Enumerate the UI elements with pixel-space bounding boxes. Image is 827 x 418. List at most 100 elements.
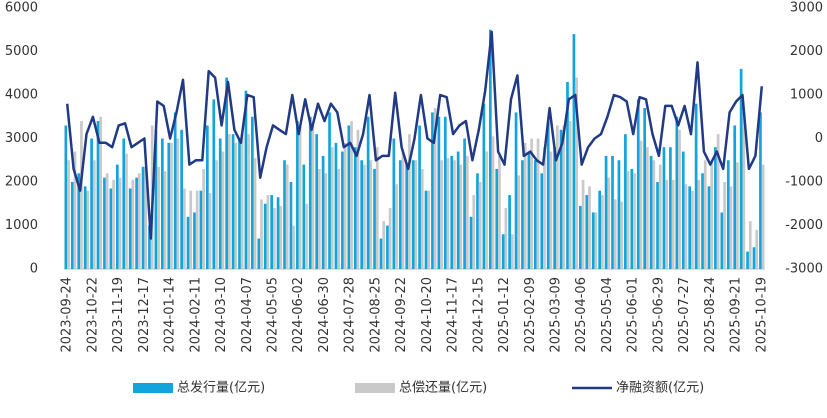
bar bbox=[720, 212, 724, 269]
bar bbox=[86, 190, 90, 269]
bar bbox=[739, 68, 743, 270]
bar bbox=[626, 171, 630, 269]
bar bbox=[624, 134, 627, 269]
bar bbox=[157, 166, 160, 269]
bar bbox=[212, 99, 216, 269]
net-line bbox=[65, 30, 764, 240]
bar bbox=[170, 142, 173, 269]
x-tick-label: 2025-04-06 bbox=[574, 277, 589, 353]
bar bbox=[375, 147, 379, 269]
bar bbox=[360, 160, 364, 269]
x-tick-label: 2025-02-09 bbox=[523, 277, 538, 353]
bar bbox=[675, 116, 679, 269]
bar bbox=[736, 162, 739, 269]
x-tick-label: 2024-10-20 bbox=[420, 277, 435, 353]
bar bbox=[729, 186, 733, 269]
bar bbox=[639, 140, 643, 269]
bar bbox=[334, 142, 338, 269]
bar bbox=[350, 121, 353, 269]
bar bbox=[305, 203, 308, 269]
bar bbox=[182, 188, 186, 269]
bar bbox=[208, 192, 212, 269]
bar bbox=[748, 221, 752, 269]
legend-marker bbox=[355, 383, 395, 393]
bar bbox=[257, 238, 261, 269]
bar bbox=[568, 121, 572, 269]
bar bbox=[105, 173, 109, 269]
bar bbox=[315, 134, 319, 269]
bar bbox=[536, 138, 540, 269]
bar bbox=[636, 99, 640, 269]
bar bbox=[652, 160, 656, 269]
bar bbox=[691, 190, 694, 269]
x-tick-label: 2025-01-12 bbox=[497, 277, 512, 353]
x-tick-label: 2025-09-21 bbox=[729, 277, 744, 353]
bar bbox=[478, 182, 482, 269]
bar bbox=[543, 147, 546, 269]
y-tick-label: 3000 bbox=[5, 131, 38, 146]
bar bbox=[459, 164, 463, 269]
bar bbox=[575, 77, 578, 269]
bar bbox=[716, 134, 720, 269]
bar bbox=[463, 138, 466, 269]
bar bbox=[73, 151, 77, 269]
bar bbox=[701, 173, 704, 269]
bar bbox=[386, 225, 389, 269]
bar bbox=[353, 147, 357, 269]
x-tick-label: 2025-06-29 bbox=[651, 277, 666, 353]
bar bbox=[465, 155, 469, 269]
x-tick-label: 2024-07-28 bbox=[343, 277, 358, 353]
y2-tick-label: 1000 bbox=[790, 88, 823, 103]
bar bbox=[122, 138, 126, 269]
bar bbox=[90, 138, 93, 269]
bar bbox=[703, 160, 707, 269]
bar bbox=[234, 142, 238, 269]
bar bbox=[726, 160, 730, 269]
bar bbox=[154, 129, 158, 269]
bar bbox=[755, 229, 759, 269]
bar bbox=[160, 138, 164, 269]
bar bbox=[527, 151, 531, 269]
x-tick-label: 2024-01-14 bbox=[163, 277, 178, 353]
bar bbox=[356, 129, 360, 269]
y2-tick-label: 3000 bbox=[790, 1, 823, 16]
bar bbox=[225, 77, 228, 269]
bar bbox=[427, 190, 431, 269]
bar bbox=[321, 155, 325, 269]
bar bbox=[273, 208, 276, 269]
bar bbox=[433, 108, 437, 269]
y2-tick-label: -3000 bbox=[785, 262, 823, 277]
bar bbox=[611, 155, 614, 269]
bar bbox=[279, 205, 283, 269]
bar bbox=[440, 160, 443, 269]
bar bbox=[517, 175, 521, 269]
bar bbox=[330, 147, 334, 269]
bar bbox=[266, 195, 270, 269]
bar bbox=[630, 168, 634, 269]
x-tick-label: 2025-08-24 bbox=[703, 277, 718, 353]
bar bbox=[456, 151, 460, 269]
bar bbox=[450, 155, 454, 269]
bar bbox=[80, 121, 83, 269]
bar bbox=[173, 112, 177, 270]
bar bbox=[283, 160, 286, 269]
bar bbox=[328, 112, 331, 270]
bar bbox=[446, 158, 450, 269]
x-tick-label: 2025-03-09 bbox=[548, 277, 563, 353]
bar bbox=[607, 177, 611, 269]
bar bbox=[649, 155, 653, 269]
bar bbox=[453, 160, 456, 269]
bar bbox=[697, 179, 701, 269]
legend-label: 总偿还量(亿元) bbox=[399, 381, 487, 396]
bar bbox=[64, 125, 68, 269]
bar bbox=[125, 153, 128, 269]
bar bbox=[594, 212, 598, 269]
bar bbox=[318, 168, 321, 269]
x-tick-label: 2025-05-04 bbox=[600, 277, 615, 353]
bar bbox=[559, 129, 563, 269]
y-tick-label: 4000 bbox=[5, 88, 38, 103]
bar bbox=[195, 190, 199, 269]
x-tick-label: 2023-11-19 bbox=[111, 277, 126, 353]
bar bbox=[694, 103, 698, 269]
